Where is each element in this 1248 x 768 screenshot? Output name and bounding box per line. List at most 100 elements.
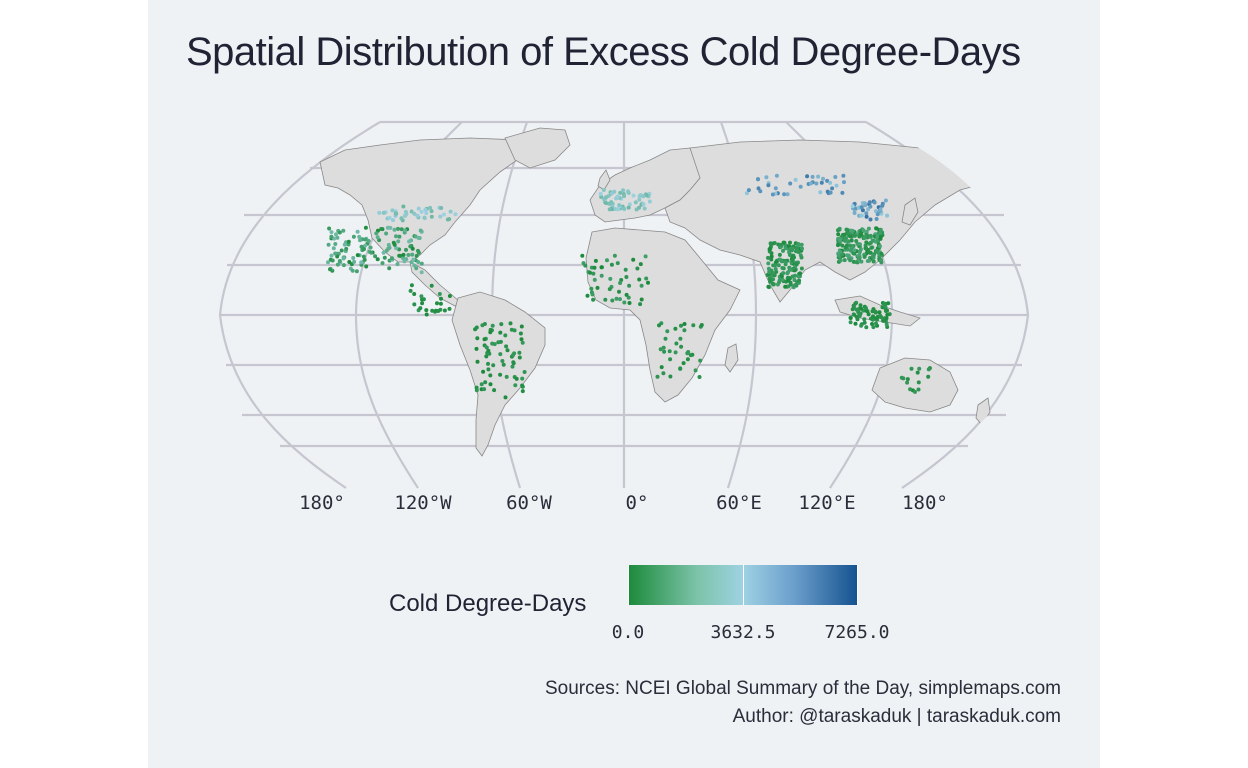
- station-point: [615, 207, 620, 212]
- station-point: [598, 191, 603, 196]
- map-title: Spatial Distribution of Excess Cold Degr…: [186, 30, 1021, 74]
- author-caption: Author: @taraskaduk | taraskaduk.com: [732, 706, 1061, 727]
- station-point: [397, 253, 402, 258]
- station-point: [355, 253, 360, 258]
- station-point: [908, 387, 913, 392]
- station-point: [766, 266, 771, 271]
- station-point: [424, 308, 429, 313]
- station-point: [406, 253, 411, 257]
- station-point: [798, 184, 803, 189]
- station-point: [854, 260, 859, 265]
- station-point: [392, 242, 397, 247]
- station-point: [875, 234, 880, 239]
- station-point: [766, 255, 770, 260]
- station-point: [786, 284, 791, 289]
- station-point: [848, 234, 853, 239]
- station-point: [773, 267, 778, 271]
- station-point: [841, 173, 846, 178]
- station-point: [808, 181, 813, 186]
- lon-label-180w: 180°: [299, 492, 345, 514]
- station-point: [401, 252, 406, 257]
- station-point: [875, 249, 879, 253]
- station-point: [655, 374, 660, 379]
- station-point: [394, 211, 399, 216]
- station-point: [848, 320, 853, 325]
- station-point: [607, 287, 612, 292]
- station-point: [505, 348, 510, 353]
- station-point: [396, 239, 401, 244]
- station-point: [852, 248, 857, 253]
- lon-label-60w: 60°W: [506, 492, 552, 514]
- station-point: [482, 322, 487, 326]
- station-point: [381, 210, 386, 215]
- station-point: [794, 249, 798, 254]
- station-point: [491, 363, 496, 368]
- station-point: [797, 278, 802, 283]
- station-point: [870, 254, 875, 259]
- station-point: [878, 207, 883, 212]
- station-point: [482, 387, 487, 392]
- station-point: [615, 261, 620, 266]
- station-point: [419, 209, 424, 214]
- station-point: [363, 237, 368, 242]
- station-point: [644, 276, 649, 281]
- station-point: [767, 247, 772, 252]
- station-point: [644, 193, 649, 198]
- station-point: [335, 235, 340, 240]
- station-point: [848, 258, 853, 263]
- station-point: [857, 234, 862, 239]
- legend-tick-mid: [743, 565, 744, 605]
- station-point: [394, 234, 398, 239]
- station-point: [411, 257, 416, 262]
- station-point: [787, 253, 792, 257]
- station-point: [843, 238, 848, 243]
- station-point: [492, 388, 497, 393]
- station-point: [642, 206, 647, 211]
- station-point: [796, 274, 801, 279]
- station-point: [693, 368, 698, 373]
- station-point: [870, 309, 875, 314]
- madagascar: [724, 343, 739, 373]
- station-point: [766, 183, 771, 188]
- station-point: [603, 201, 608, 205]
- station-point: [403, 228, 407, 233]
- station-point: [776, 263, 781, 268]
- station-point: [916, 387, 921, 392]
- station-point: [909, 366, 914, 371]
- station-point: [410, 252, 415, 257]
- station-point: [869, 316, 873, 321]
- station-point: [453, 212, 458, 217]
- station-point: [767, 270, 772, 274]
- station-point: [864, 232, 869, 237]
- station-point: [796, 243, 801, 248]
- station-point: [618, 190, 623, 195]
- station-point: [374, 231, 379, 236]
- station-point: [851, 251, 856, 256]
- station-point: [789, 248, 794, 253]
- legend-tick-min: [628, 565, 629, 605]
- station-point: [590, 292, 595, 297]
- station-point: [402, 259, 407, 264]
- station-point: [399, 227, 404, 232]
- station-point: [354, 269, 359, 274]
- station-point: [779, 259, 784, 264]
- station-point: [866, 226, 871, 231]
- station-point: [486, 348, 491, 353]
- station-point: [661, 345, 666, 350]
- station-point: [501, 362, 506, 367]
- station-point: [879, 257, 883, 262]
- station-point: [442, 212, 446, 217]
- station-point: [682, 322, 687, 326]
- station-point: [866, 207, 871, 212]
- station-point: [330, 258, 335, 263]
- station-point: [810, 174, 815, 179]
- station-point: [844, 227, 849, 232]
- station-point: [475, 359, 480, 364]
- station-point: [429, 209, 434, 214]
- station-point: [777, 252, 782, 257]
- station-point: [486, 367, 491, 372]
- station-point: [859, 306, 864, 311]
- station-point: [864, 211, 869, 216]
- station-point: [519, 324, 524, 329]
- station-point: [486, 361, 490, 366]
